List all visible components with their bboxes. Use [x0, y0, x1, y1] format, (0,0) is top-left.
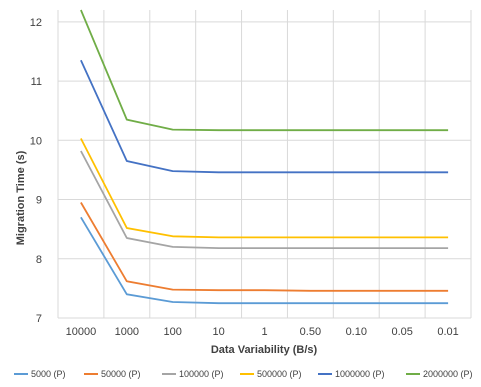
series-lines [80, 9, 449, 305]
x-tick-label: 0.10 [346, 326, 367, 338]
legend-label: 100000 (P) [179, 369, 224, 379]
series-line-5000-p [80, 216, 449, 305]
x-tick-label: 100 [164, 326, 182, 338]
x-tick-label: 10 [212, 326, 224, 338]
y-tick-label: 8 [36, 254, 42, 266]
y-tick-label: 10 [30, 135, 42, 147]
x-tick-label: 0.50 [300, 326, 321, 338]
legend-label: 5000 (P) [31, 369, 66, 379]
x-tick-label: 1000 [115, 326, 139, 338]
series-line-1000000-p [80, 59, 449, 174]
legend-label: 2000000 (P) [423, 369, 473, 379]
legend-label: 50000 (P) [101, 369, 141, 379]
y-tick-label: 11 [31, 76, 42, 88]
x-tick-labels: 10000 1000 100 10 1 0.50 0.10 0.05 0.01 [66, 326, 459, 338]
legend-label: 500000 (P) [257, 369, 302, 379]
gridlines [57, 10, 472, 319]
series-line-100000-p [80, 150, 449, 250]
y-tick-label: 12 [30, 17, 42, 29]
legend: 5000 (P) 50000 (P) 100000 (P) 500000 (P) 100… [14, 369, 473, 379]
y-tick-label: 9 [36, 195, 42, 207]
x-tick-label: 0.01 [437, 326, 458, 338]
y-tick-label: 7 [36, 313, 42, 325]
y-tick-labels: 7 8 9 10 11 12 [30, 17, 42, 325]
x-axis-title: Data Variability (B/s) [211, 344, 318, 356]
x-tick-label: 10000 [66, 326, 97, 338]
x-tick-label: 0.05 [391, 326, 412, 338]
y-axis-title: Migration Time (s) [15, 150, 27, 245]
x-tick-label: 1 [261, 326, 267, 338]
series-line-500000-p [80, 138, 449, 239]
legend-label: 1000000 (P) [335, 369, 385, 379]
series-line-50000-p [80, 202, 449, 292]
series-line-2000000-p [80, 9, 449, 132]
